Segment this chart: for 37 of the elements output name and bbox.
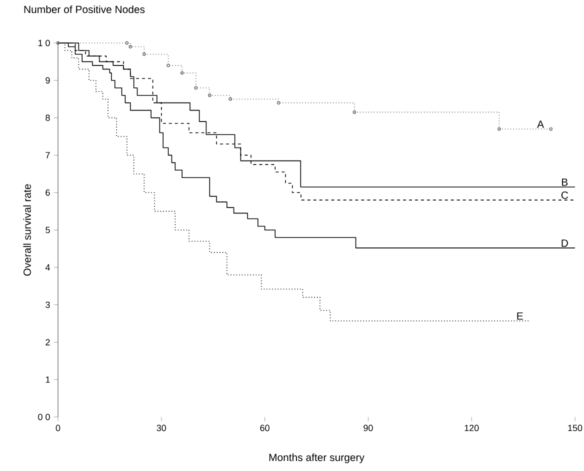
y-tick-label: 3 [46, 302, 50, 308]
y-tick-label: 6 [46, 189, 50, 196]
series-label: E [517, 312, 523, 320]
point [208, 94, 212, 98]
point [276, 101, 280, 105]
y-tick-label: 1 0 [38, 40, 50, 46]
point [352, 110, 356, 114]
series-label: C [561, 191, 568, 199]
y-tick-label: 9 [46, 77, 50, 84]
y-axis-title: Overall survival rate [23, 184, 31, 276]
x-axis-title: Months after surgery [269, 453, 364, 464]
point [228, 97, 232, 101]
y-tick-label: 8 [46, 114, 50, 121]
y-tick-label: 1 [46, 376, 50, 383]
series-label: A [537, 120, 544, 128]
y-tick-label: 0 0 [38, 414, 50, 420]
y-tick-label: 4 [45, 264, 50, 270]
point [194, 86, 198, 90]
y-tick-label: 7 [46, 152, 50, 158]
x-tick-label: 150 [568, 424, 582, 432]
x-tick-label: 0 [56, 424, 60, 432]
point [166, 64, 170, 68]
point [128, 45, 132, 48]
x-tick-label: 30 [156, 424, 166, 432]
chart-title: Number of Positive Nodes [24, 5, 145, 14]
series-label: B [562, 178, 568, 186]
y-tick-label: 2 [46, 339, 50, 346]
point [497, 127, 501, 131]
x-tick-label: 120 [464, 424, 479, 432]
point [549, 127, 553, 131]
series-label: D [562, 240, 568, 247]
y-tick-label: 5 [46, 226, 50, 234]
point [56, 41, 60, 45]
x-tick-label: 90 [364, 424, 373, 432]
point [180, 71, 184, 75]
x-tick-label: 60 [260, 424, 270, 432]
point [142, 52, 146, 56]
